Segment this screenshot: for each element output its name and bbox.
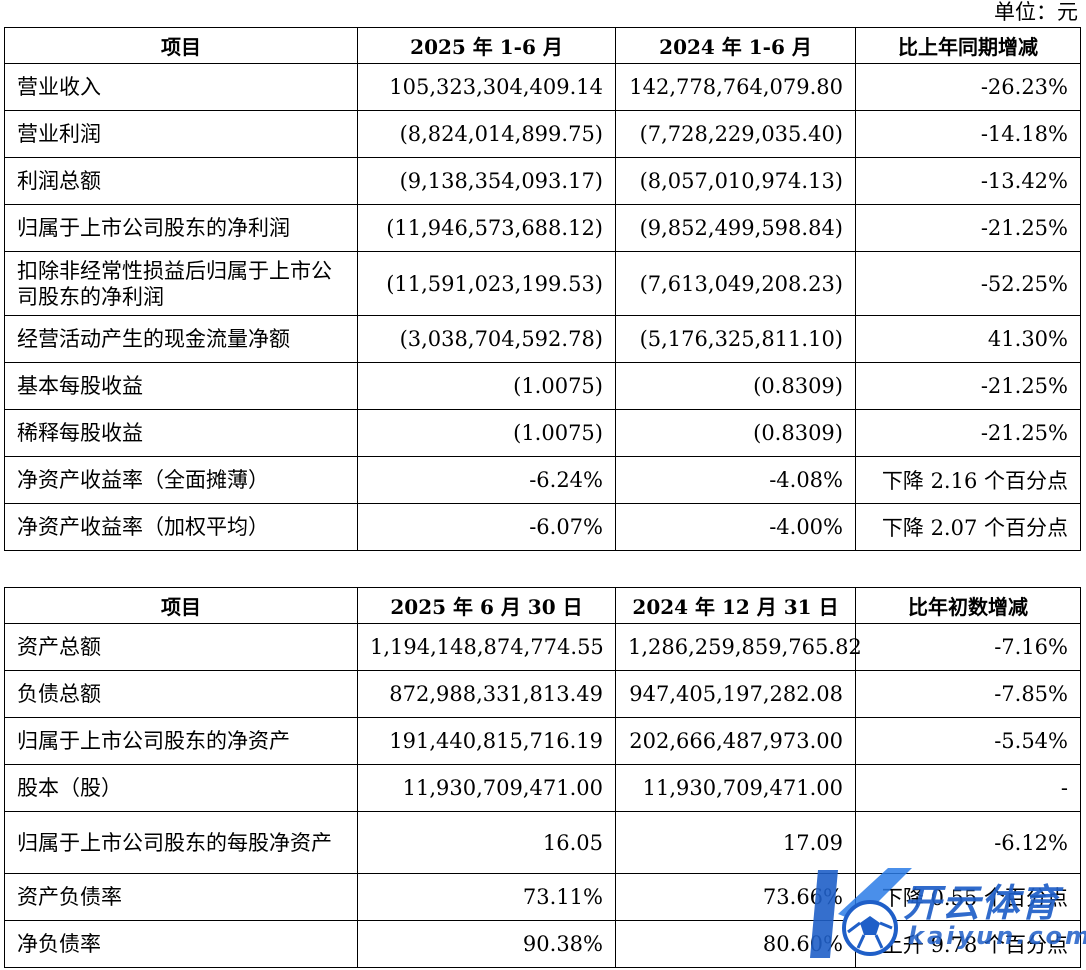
current-value: 90.38% xyxy=(357,920,616,968)
table-row: 股本（股） 11,930,709,471.00 11,930,709,471.0… xyxy=(4,764,1081,812)
current-value: 11,930,709,471.00 xyxy=(357,764,616,812)
header-current-date: 2025 年 6 月 30 日 xyxy=(357,587,616,624)
header-prior-period: 2024 年 1-6 月 xyxy=(615,27,856,64)
prior-value: (7,728,229,035.40) xyxy=(615,110,856,158)
table-row: 净资产收益率（全面摊薄） -6.24% -4.08% 下降 2.16 个百分点 xyxy=(4,456,1081,504)
row-label: 负债总额 xyxy=(4,670,358,718)
current-value: -6.07% xyxy=(357,503,616,551)
prior-value: -4.00% xyxy=(615,503,856,551)
prior-value: 11,930,709,471.00 xyxy=(615,764,856,812)
table-row: 营业收入 105,323,304,409.14 142,778,764,079.… xyxy=(4,63,1081,111)
row-label: 归属于上市公司股东的净利润 xyxy=(4,204,358,252)
change-value: 41.30% xyxy=(855,315,1081,363)
change-value: -7.85% xyxy=(855,670,1081,718)
unit-label: 单位：元 xyxy=(994,0,1078,24)
current-value: (8,824,014,899.75) xyxy=(357,110,616,158)
change-value: 下降 2.16 个百分点 xyxy=(855,456,1081,504)
row-label: 净资产收益率（加权平均） xyxy=(4,503,358,551)
header-current-period: 2025 年 1-6 月 xyxy=(357,27,616,64)
header-item: 项目 xyxy=(4,27,358,64)
prior-value: 80.60% xyxy=(615,920,856,968)
table-row: 净负债率 90.38% 80.60% 上升 9.78 个百分点 xyxy=(4,920,1081,968)
change-value: -21.25% xyxy=(855,204,1081,252)
prior-value: 17.09 xyxy=(615,811,856,874)
row-label: 扣除非经常性损益后归属于上市公司股东的净利润 xyxy=(4,251,358,316)
current-value: (1.0075) xyxy=(357,409,616,457)
prior-value: 142,778,764,079.80 xyxy=(615,63,856,111)
change-value: -21.25% xyxy=(855,409,1081,457)
current-value: (9,138,354,093.17) xyxy=(357,157,616,205)
prior-value: (5,176,325,811.10) xyxy=(615,315,856,363)
table-row: 基本每股收益 (1.0075) (0.8309) -21.25% xyxy=(4,362,1081,410)
table-row: 负债总额 872,988,331,813.49 947,405,197,282.… xyxy=(4,670,1081,718)
row-label: 经营活动产生的现金流量净额 xyxy=(4,315,358,363)
table-row: 营业利润 (8,824,014,899.75) (7,728,229,035.4… xyxy=(4,110,1081,158)
row-label: 基本每股收益 xyxy=(4,362,358,410)
prior-value: (0.8309) xyxy=(615,362,856,410)
current-value: 105,323,304,409.14 xyxy=(357,63,616,111)
change-value: -14.18% xyxy=(855,110,1081,158)
table-row: 资产总额 1,194,148,874,774.55 1,286,259,859,… xyxy=(4,623,1081,671)
current-value: (11,946,573,688.12) xyxy=(357,204,616,252)
current-value: 872,988,331,813.49 xyxy=(357,670,616,718)
balance-table: 项目 2025 年 6 月 30 日 2024 年 12 月 31 日 比年初数… xyxy=(4,587,1081,968)
header-item: 项目 xyxy=(4,587,358,624)
table-row: 归属于上市公司股东的净资产 191,440,815,716.19 202,666… xyxy=(4,717,1081,765)
change-value: -13.42% xyxy=(855,157,1081,205)
prior-value: 73.66% xyxy=(615,873,856,921)
prior-value: (8,057,010,974.13) xyxy=(615,157,856,205)
table-row: 稀释每股收益 (1.0075) (0.8309) -21.25% xyxy=(4,409,1081,457)
table-row: 扣除非经常性损益后归属于上市公司股东的净利润 (11,591,023,199.5… xyxy=(4,251,1081,316)
income-table: 项目 2025 年 1-6 月 2024 年 1-6 月 比上年同期增减 营业收… xyxy=(4,27,1081,551)
current-value: (1.0075) xyxy=(357,362,616,410)
row-label: 净负债率 xyxy=(4,920,358,968)
table-row: 经营活动产生的现金流量净额 (3,038,704,592.78) (5,176,… xyxy=(4,315,1081,363)
current-value: 16.05 xyxy=(357,811,616,874)
row-label: 净资产收益率（全面摊薄） xyxy=(4,456,358,504)
current-value: 191,440,815,716.19 xyxy=(357,717,616,765)
change-value: -6.12% xyxy=(855,811,1081,874)
change-value: -5.54% xyxy=(855,717,1081,765)
change-value: - xyxy=(855,764,1081,812)
row-label: 股本（股） xyxy=(4,764,358,812)
header-change: 比年初数增减 xyxy=(855,587,1081,624)
prior-value: (9,852,499,598.84) xyxy=(615,204,856,252)
prior-value: (7,613,049,208.23) xyxy=(615,251,856,316)
prior-value: 1,286,259,859,765.82 xyxy=(615,623,862,671)
change-value: 下降 2.07 个百分点 xyxy=(855,503,1081,551)
table-header-row: 项目 2025 年 1-6 月 2024 年 1-6 月 比上年同期增减 xyxy=(4,27,1081,64)
table-header-row: 项目 2025 年 6 月 30 日 2024 年 12 月 31 日 比年初数… xyxy=(4,587,1081,624)
prior-value: -4.08% xyxy=(615,456,856,504)
change-value: 上升 9.78 个百分点 xyxy=(855,920,1081,968)
current-value: (11,591,023,199.53) xyxy=(357,251,616,316)
row-label: 利润总额 xyxy=(4,157,358,205)
current-value: -6.24% xyxy=(357,456,616,504)
header-prior-date: 2024 年 12 月 31 日 xyxy=(615,587,856,624)
prior-value: 947,405,197,282.08 xyxy=(615,670,856,718)
row-label: 归属于上市公司股东的每股净资产 xyxy=(4,811,358,874)
current-value: (3,038,704,592.78) xyxy=(357,315,616,363)
current-value: 73.11% xyxy=(357,873,616,921)
row-label: 资产负债率 xyxy=(4,873,358,921)
prior-value: (0.8309) xyxy=(615,409,856,457)
change-value: -7.16% xyxy=(855,623,1081,671)
header-change: 比上年同期增减 xyxy=(855,27,1081,64)
current-value: 1,194,148,874,774.55 xyxy=(357,623,616,671)
table-row: 净资产收益率（加权平均） -6.07% -4.00% 下降 2.07 个百分点 xyxy=(4,503,1081,551)
table-row: 利润总额 (9,138,354,093.17) (8,057,010,974.1… xyxy=(4,157,1081,205)
table-row: 归属于上市公司股东的每股净资产 16.05 17.09 -6.12% xyxy=(4,811,1081,874)
prior-value: 202,666,487,973.00 xyxy=(615,717,856,765)
table-row: 归属于上市公司股东的净利润 (11,946,573,688.12) (9,852… xyxy=(4,204,1081,252)
change-value: 下降 0.55 个百分点 xyxy=(855,873,1081,921)
row-label: 归属于上市公司股东的净资产 xyxy=(4,717,358,765)
row-label: 营业利润 xyxy=(4,110,358,158)
change-value: -21.25% xyxy=(855,362,1081,410)
row-label: 稀释每股收益 xyxy=(4,409,358,457)
table-row: 资产负债率 73.11% 73.66% 下降 0.55 个百分点 xyxy=(4,873,1081,921)
row-label: 营业收入 xyxy=(4,63,358,111)
row-label: 资产总额 xyxy=(4,623,358,671)
change-value: -52.25% xyxy=(855,251,1081,316)
change-value: -26.23% xyxy=(855,63,1081,111)
